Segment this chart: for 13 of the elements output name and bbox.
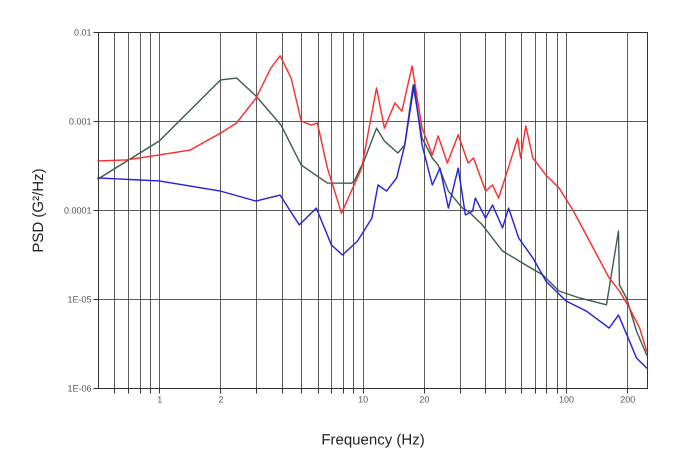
y-axis-title: PSD (G²/Hz) — [30, 168, 47, 253]
y-tick-label: 0.0001 — [64, 206, 92, 216]
x-tick-label: 10 — [358, 394, 368, 404]
y-tick-label: 0.001 — [68, 116, 92, 126]
x-tick-label: 200 — [620, 394, 636, 404]
y-tick-label: 0.01 — [74, 28, 92, 38]
x-tick-label: 100 — [559, 394, 574, 404]
x-tick-label: 1 — [157, 394, 162, 404]
x-axis-title: Frequency (Hz) — [321, 432, 425, 448]
x-tick-label: 2 — [218, 394, 224, 404]
y-tick-label: 1E-06 — [67, 384, 92, 394]
x-tick-label: 20 — [419, 394, 430, 404]
y-tick-label: 1E-05 — [67, 294, 92, 304]
